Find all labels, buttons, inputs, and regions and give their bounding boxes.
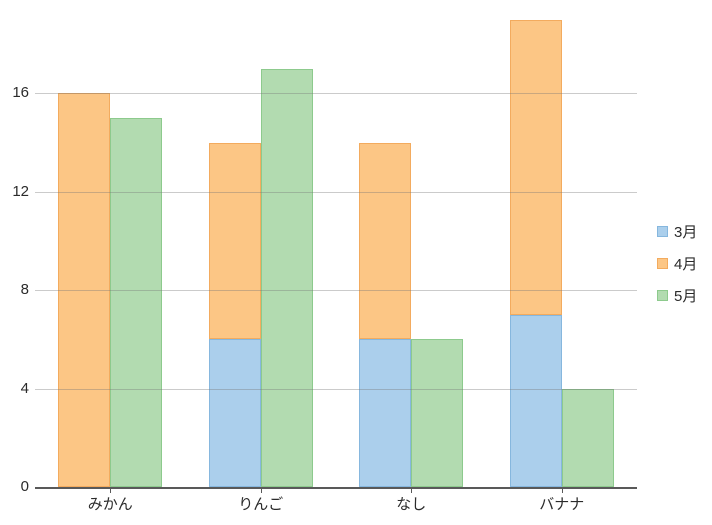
x-axis-label: みかん [87, 496, 133, 513]
legend-swatch-icon [657, 258, 668, 269]
y-axis-label: 12 [12, 182, 29, 200]
legend-item-2: 5月 [657, 285, 697, 306]
bar-segment-s1-c0 [58, 93, 111, 487]
legend-item-1: 4月 [657, 253, 697, 274]
legend-label: 3月 [674, 224, 698, 241]
x-axis-tick [561, 489, 563, 493]
bar-segment-s2-c2 [411, 339, 464, 487]
bar-segment-s0-c3 [509, 314, 562, 487]
legend: 3月 4月 5月 [657, 221, 697, 306]
plot-area [35, 0, 637, 489]
x-axis-tick [260, 489, 262, 493]
bar-segment-s1-c2 [359, 142, 412, 340]
x-axis-label: バナナ [539, 496, 585, 513]
bars-layer [35, 0, 637, 487]
legend-label: 4月 [674, 256, 698, 273]
y-axis-label: 4 [20, 379, 29, 397]
y-axis-label: 0 [20, 478, 29, 495]
legend-label: 5月 [674, 288, 698, 305]
x-axis-label: りんご [238, 496, 284, 513]
legend-swatch-icon [657, 290, 668, 301]
bar-segment-s2-c1 [260, 68, 313, 487]
bar-segment-s1-c1 [208, 142, 261, 340]
bar-segment-s2-c0 [110, 118, 163, 487]
bar-segment-s2-c3 [561, 388, 614, 487]
x-axis-tick [110, 489, 112, 493]
y-axis-label: 16 [12, 84, 29, 102]
bar-segment-s0-c1 [208, 339, 261, 487]
x-axis-label: なし [396, 496, 427, 513]
y-axis-label: 8 [20, 281, 29, 299]
legend-swatch-icon [657, 226, 668, 237]
legend-item-0: 3月 [657, 221, 697, 242]
bar-segment-s0-c2 [359, 339, 412, 487]
x-axis-tick [411, 489, 413, 493]
bar-segment-s1-c3 [509, 19, 562, 315]
